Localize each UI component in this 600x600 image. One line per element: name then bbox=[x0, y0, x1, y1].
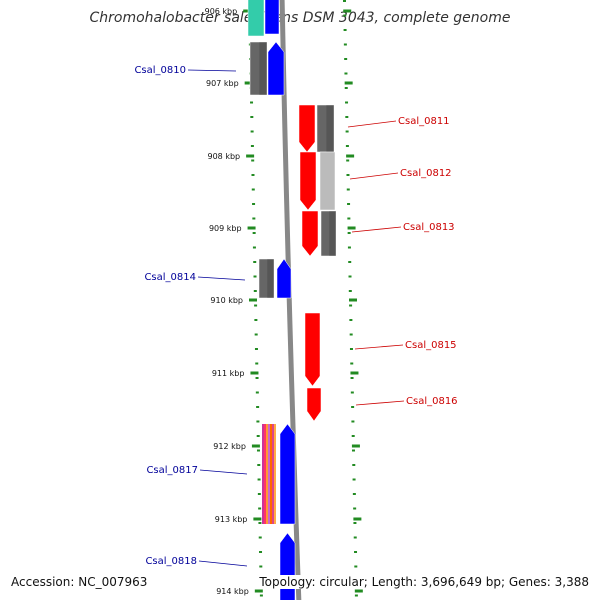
tick-layer: 906 kbp 907 kbp 908 kbp 909 kbp 910 kbp 911 k… bbox=[205, 0, 363, 597]
gene-leader-line bbox=[354, 344, 404, 350]
gene-label-group: Csal_0818 bbox=[145, 556, 248, 567]
gene-leader-line bbox=[199, 469, 248, 475]
gene-leader-line bbox=[197, 276, 246, 281]
gene-csal-0816 bbox=[306, 387, 322, 422]
major-tick bbox=[250, 371, 259, 375]
tick-label: 911 kbp bbox=[212, 369, 245, 378]
tick-label: 912 kbp bbox=[213, 442, 246, 451]
feature-layer bbox=[247, 0, 337, 600]
tick-label: 909 kbp bbox=[209, 224, 242, 233]
major-tick bbox=[343, 9, 352, 13]
tick-label: 914 kbp bbox=[216, 587, 249, 596]
major-tick bbox=[244, 81, 253, 85]
feature-top-teal bbox=[247, 0, 265, 37]
gene-label-group: Csal_0812 bbox=[349, 168, 452, 180]
gene-label: Csal_0814 bbox=[144, 272, 196, 283]
gene-csal-0815 bbox=[304, 312, 321, 387]
gene-label: Csal_0810 bbox=[134, 65, 186, 76]
gene-label: Csal_0813 bbox=[403, 222, 455, 233]
tick-label: 908 kbp bbox=[208, 152, 241, 161]
gene-csal-0813 bbox=[301, 210, 319, 257]
major-tick bbox=[346, 154, 355, 158]
gene-leader-line bbox=[351, 226, 402, 233]
gene-label-group: Csal_0817 bbox=[146, 465, 248, 476]
feature-gray-0810 bbox=[249, 41, 268, 96]
major-tick bbox=[354, 589, 363, 593]
feature-gray-0814 bbox=[258, 258, 275, 299]
inner-scale-rail bbox=[248, 0, 263, 597]
major-tick bbox=[247, 226, 256, 230]
gene-label: Csal_0815 bbox=[405, 340, 457, 351]
major-tick bbox=[350, 371, 359, 375]
outer-scale-rail bbox=[343, 0, 358, 597]
gene-csal-0818 bbox=[279, 532, 296, 600]
gene-leader-line bbox=[187, 69, 237, 72]
feature-stripe-0817 bbox=[272, 424, 274, 524]
feature-stripe-0817 bbox=[268, 424, 270, 524]
feature-stripe-0817 bbox=[262, 424, 264, 524]
tick-label: 913 kbp bbox=[215, 515, 248, 524]
gene-label: Csal_0818 bbox=[145, 556, 197, 567]
major-tick bbox=[347, 226, 356, 230]
gene-csal-0810 bbox=[267, 41, 285, 96]
feature-stripe-0817 bbox=[266, 424, 268, 524]
gene-label: Csal_0811 bbox=[398, 116, 450, 127]
gene-leader-line bbox=[349, 172, 399, 180]
major-tick bbox=[344, 81, 353, 85]
gene-label: Csal_0817 bbox=[146, 465, 198, 476]
feature-stripe-0817 bbox=[264, 424, 266, 524]
gene-label-group: Csal_0814 bbox=[144, 272, 246, 283]
major-tick bbox=[353, 517, 362, 521]
gene-label: Csal_0816 bbox=[406, 396, 458, 407]
gene-label-group: Csal_0810 bbox=[134, 65, 237, 76]
gene-leader-line bbox=[198, 560, 248, 567]
feature-stripe-0817 bbox=[274, 424, 276, 524]
tick-label: 906 kbp bbox=[205, 7, 238, 16]
major-tick bbox=[253, 517, 262, 521]
major-tick bbox=[243, 9, 252, 13]
gene-csal-0817 bbox=[279, 423, 296, 525]
gene-csal-0811 bbox=[298, 104, 316, 153]
feature-gray-0813 bbox=[320, 210, 337, 257]
topology-summary: Topology: circular; Length: 3,696,649 bp… bbox=[257, 575, 591, 589]
major-tick bbox=[349, 298, 357, 302]
genome-title: Chromohalobacter salexigens DSM 3043, co… bbox=[89, 10, 511, 26]
label-layer: Csal_0810 Csal_0811 Csal_0812 Csal_0813 Csal… bbox=[134, 65, 457, 567]
accession-text: Accession: NC_007963 bbox=[9, 575, 150, 589]
gene-leader-line bbox=[347, 120, 397, 128]
gene-csal-0812 bbox=[299, 151, 317, 211]
major-tick bbox=[351, 444, 360, 448]
major-tick bbox=[254, 589, 263, 593]
gene-leader-line bbox=[355, 400, 405, 406]
major-tick bbox=[251, 444, 260, 448]
major-tick bbox=[246, 154, 255, 158]
major-tick bbox=[249, 298, 257, 302]
tick-label: 907 kbp bbox=[206, 79, 239, 88]
feature-top-blue bbox=[264, 0, 280, 35]
gene-label-group: Csal_0816 bbox=[355, 396, 458, 407]
gene-label-group: Csal_0815 bbox=[354, 340, 457, 351]
gene-label-group: Csal_0811 bbox=[347, 116, 450, 128]
tick-label: 910 kbp bbox=[210, 296, 243, 305]
gene-label-group: Csal_0813 bbox=[351, 222, 455, 233]
feature-lightgray-0812 bbox=[319, 151, 336, 211]
feature-stripe-0817 bbox=[270, 424, 272, 524]
gene-label: Csal_0812 bbox=[400, 168, 452, 179]
gene-csal-0814 bbox=[276, 258, 292, 299]
